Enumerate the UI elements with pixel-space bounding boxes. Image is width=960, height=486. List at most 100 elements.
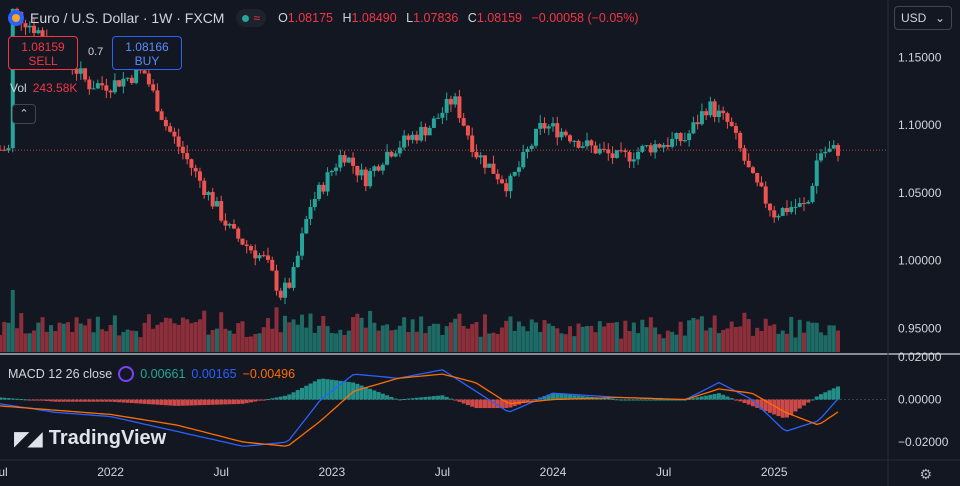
macd-line <box>0 369 839 447</box>
volume-bar <box>644 327 649 352</box>
macd-hist-bar <box>321 378 326 400</box>
candle-body <box>623 150 628 153</box>
volume-bar <box>231 333 236 352</box>
volume-bar <box>704 330 709 352</box>
volume-bar <box>474 321 479 352</box>
candle-body <box>359 169 364 176</box>
macd-hist-bar <box>521 399 526 404</box>
macd-hist-bar <box>261 399 266 401</box>
macd-hist-bar <box>704 395 709 400</box>
candle-body <box>112 80 117 93</box>
volume-bar <box>397 325 402 352</box>
candle-body <box>814 160 819 186</box>
volume-bar <box>687 320 692 352</box>
volume-bar <box>708 327 713 352</box>
candle-body <box>763 186 768 204</box>
candle-body <box>372 166 377 172</box>
macd-hist-bar <box>606 398 611 400</box>
macd-hist-bar <box>644 399 649 401</box>
macd-hist-bar <box>0 397 2 400</box>
volume-bar <box>57 322 62 352</box>
volume-bar <box>61 323 66 352</box>
macd-hist-bar <box>36 399 41 401</box>
sell-label: SELL <box>28 54 58 68</box>
candle-body <box>529 145 534 149</box>
volume-bar <box>589 325 594 352</box>
volume-bar <box>291 319 296 352</box>
volume-bar <box>100 329 105 352</box>
volume-bar <box>15 328 20 352</box>
macd-hist-bar <box>300 387 305 400</box>
macd-hist-bar <box>308 383 313 400</box>
macd-hist-bar <box>236 399 241 404</box>
macd-hist-bar <box>317 379 322 400</box>
macd-hist-bar <box>146 399 151 405</box>
volume-bar <box>308 313 313 352</box>
candle-body <box>602 148 607 150</box>
macd-hist-bar <box>465 399 470 406</box>
macd-hist-bar <box>487 399 492 409</box>
macd-hist-bar <box>504 399 509 409</box>
macd-hist-bar <box>495 399 500 409</box>
macd-hist-bar <box>2 397 7 400</box>
volume-bar <box>49 325 54 352</box>
spread-value: 0.7 <box>88 46 104 58</box>
buy-button[interactable]: 1.08166 BUY <box>112 36 182 70</box>
volume-bar <box>427 326 432 352</box>
candle-body <box>640 145 645 152</box>
volume-bar <box>23 333 28 352</box>
sell-button[interactable]: 1.08159 SELL <box>8 36 78 70</box>
macd-hist-bar <box>410 398 415 400</box>
candle-body <box>159 111 164 120</box>
macd-hist-bar <box>312 381 317 400</box>
macd-hist-bar <box>427 396 432 400</box>
ohlc-values: O1.08175 H1.08490 L1.07836 C1.08159 −0.0… <box>278 11 639 25</box>
volume-bar <box>346 330 351 352</box>
volume-bar <box>202 310 207 352</box>
candle-body <box>542 123 547 129</box>
candle-body <box>380 164 385 171</box>
gear-icon[interactable]: ⚙ <box>919 466 932 482</box>
macd-hist-bar <box>125 399 130 403</box>
volume-bar <box>257 333 262 352</box>
volume-bar <box>406 332 411 352</box>
volume-bar <box>738 326 743 352</box>
volume-legend[interactable]: Vol 243.58K <box>10 81 77 95</box>
candle-body <box>27 25 32 28</box>
candle-body <box>665 144 670 147</box>
macd-hist-bar <box>814 396 819 400</box>
volume-bar <box>355 313 360 352</box>
candle-body <box>376 166 381 171</box>
volume-bar <box>261 327 266 352</box>
macd-hist-bar <box>551 393 556 400</box>
volume-bar <box>810 322 815 352</box>
candle-body <box>674 133 679 139</box>
volume-bar <box>487 333 492 352</box>
symbol-title[interactable]: Euro / U.S. Dollar · 1W · FXCM <box>30 10 225 26</box>
volume-bar <box>580 326 585 352</box>
candle-body <box>555 123 560 138</box>
volume-bar <box>142 322 147 352</box>
macd-hist-bar <box>614 399 619 401</box>
volume-bar <box>121 331 126 352</box>
volume-bar <box>478 336 483 352</box>
currency-select[interactable]: USD ⌄ <box>894 6 952 30</box>
candle-body <box>695 122 700 125</box>
macd-label: MACD 12 26 close <box>8 367 113 381</box>
market-status[interactable]: ≈ <box>236 9 267 27</box>
macd-legend[interactable]: MACD 12 26 close 0.00661 0.00165 −0.0049… <box>8 366 295 382</box>
volume-bar <box>189 323 194 352</box>
candle-body <box>193 167 198 172</box>
volume-bar <box>648 317 653 352</box>
macd-hist-bar <box>627 399 632 401</box>
volume-bar <box>555 328 560 352</box>
macd-hist-bar <box>325 379 330 400</box>
macd-hist-bar <box>661 399 666 401</box>
macd-hist-bar <box>444 396 449 400</box>
candle-body <box>453 96 458 105</box>
volume-bar <box>117 335 122 352</box>
macd-hist-bar <box>674 399 679 401</box>
volume-bar <box>159 322 164 352</box>
collapse-legend-button[interactable]: ⌃ <box>12 104 36 124</box>
